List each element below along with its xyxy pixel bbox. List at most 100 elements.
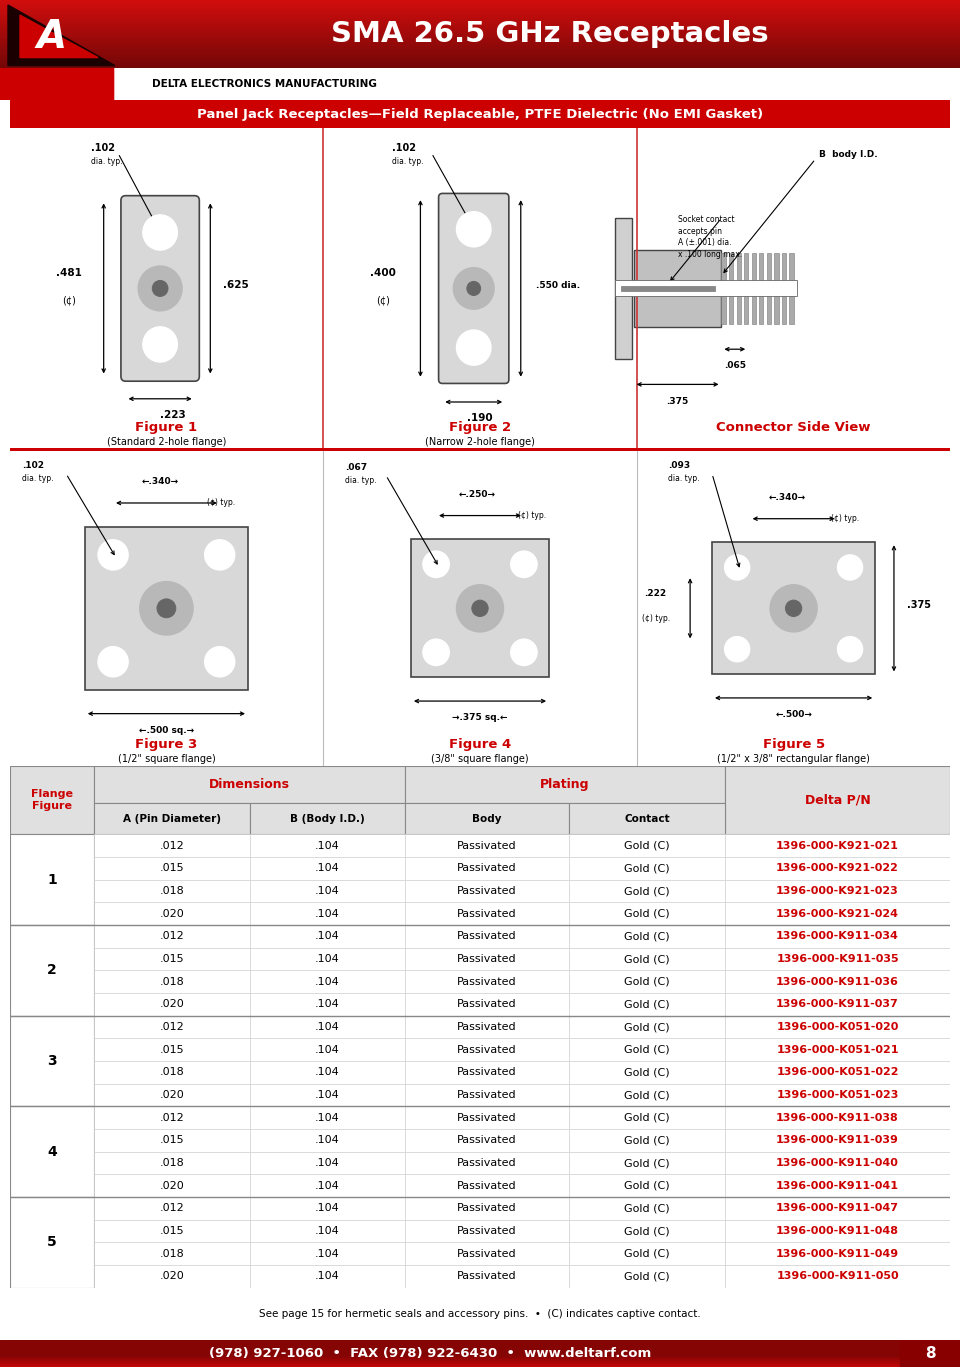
Text: Gold (C): Gold (C) xyxy=(624,1181,670,1191)
Text: .012: .012 xyxy=(159,1023,184,1032)
Text: 1396-000-K911-049: 1396-000-K911-049 xyxy=(776,1248,900,1259)
Text: 1396-000-K911-047: 1396-000-K911-047 xyxy=(776,1203,899,1214)
Bar xyxy=(569,902,725,925)
Text: .018: .018 xyxy=(159,886,184,897)
Text: Passivated: Passivated xyxy=(457,1089,516,1100)
Text: .104: .104 xyxy=(315,1158,340,1167)
Text: Gold (C): Gold (C) xyxy=(624,1044,670,1055)
Bar xyxy=(569,947,725,971)
Text: .104: .104 xyxy=(315,1226,340,1236)
Text: Passivated: Passivated xyxy=(457,1044,516,1055)
Text: .190: .190 xyxy=(468,413,492,424)
Bar xyxy=(94,947,250,971)
Text: Panel Jack Receptacles—Field Replaceable, PTFE Dielectric (No EMI Gasket): Panel Jack Receptacles—Field Replaceable… xyxy=(197,108,763,120)
Bar xyxy=(94,1106,250,1129)
Text: Passivated: Passivated xyxy=(457,931,516,942)
Text: .018: .018 xyxy=(159,1248,184,1259)
Text: Gold (C): Gold (C) xyxy=(624,931,670,942)
Bar xyxy=(250,947,405,971)
Text: (978) 927-1060  •  FAX (978) 922-6430  •  www.deltarf.com: (978) 927-1060 • FAX (978) 922-6430 • ww… xyxy=(209,1348,651,1360)
Text: Passivated: Passivated xyxy=(457,999,516,1009)
Text: 1: 1 xyxy=(47,872,57,887)
Text: Passivated: Passivated xyxy=(457,977,516,987)
Text: 2: 2 xyxy=(47,964,57,977)
Bar xyxy=(767,253,771,324)
Text: Dimensions: Dimensions xyxy=(209,778,290,791)
Bar xyxy=(94,766,405,804)
Bar xyxy=(250,1152,405,1174)
Text: .400: .400 xyxy=(370,268,396,278)
Bar xyxy=(405,766,725,804)
Circle shape xyxy=(770,585,817,632)
Bar xyxy=(569,1243,725,1264)
Text: 1396-000-K911-034: 1396-000-K911-034 xyxy=(776,931,899,942)
Circle shape xyxy=(204,647,235,677)
Text: (¢) typ.: (¢) typ. xyxy=(207,499,235,507)
Text: Gold (C): Gold (C) xyxy=(624,886,670,897)
Text: Gold (C): Gold (C) xyxy=(624,1089,670,1100)
Text: 1396-000-K911-035: 1396-000-K911-035 xyxy=(777,954,899,964)
Text: Gold (C): Gold (C) xyxy=(624,841,670,850)
Text: dia. typ.: dia. typ. xyxy=(22,474,54,483)
Text: .102: .102 xyxy=(22,462,44,470)
Bar xyxy=(781,253,786,324)
Text: (Narrow 2-hole flange): (Narrow 2-hole flange) xyxy=(425,437,535,447)
Bar xyxy=(725,971,950,992)
Circle shape xyxy=(511,551,537,577)
Text: .104: .104 xyxy=(315,864,340,874)
Text: .104: .104 xyxy=(315,1271,340,1281)
Bar xyxy=(405,925,569,947)
Text: Gold (C): Gold (C) xyxy=(624,977,670,987)
Bar xyxy=(569,880,725,902)
Text: .104: .104 xyxy=(315,1044,340,1055)
Bar xyxy=(569,1219,725,1243)
Bar xyxy=(405,804,569,834)
Text: .065: .065 xyxy=(725,361,747,370)
Text: Passivated: Passivated xyxy=(457,954,516,964)
Bar xyxy=(94,1039,250,1061)
Bar xyxy=(725,1264,950,1288)
Text: .104: .104 xyxy=(315,1068,340,1077)
Circle shape xyxy=(725,555,750,580)
Text: 1396-000-K921-024: 1396-000-K921-024 xyxy=(776,909,899,919)
Text: .104: .104 xyxy=(315,931,340,942)
Text: 3: 3 xyxy=(47,1054,57,1068)
Circle shape xyxy=(143,327,178,362)
Text: 8: 8 xyxy=(924,1346,935,1362)
Text: Figure 3: Figure 3 xyxy=(135,738,198,752)
Bar xyxy=(725,1197,950,1219)
Text: Gold (C): Gold (C) xyxy=(624,954,670,964)
Bar xyxy=(569,971,725,992)
Bar xyxy=(736,253,741,324)
Text: .015: .015 xyxy=(159,954,184,964)
Text: 1396-000-K911-040: 1396-000-K911-040 xyxy=(776,1158,899,1167)
Text: .015: .015 xyxy=(159,864,184,874)
Text: ←.340→: ←.340→ xyxy=(141,477,179,487)
Text: Flange
Figure: Flange Figure xyxy=(31,789,73,811)
Circle shape xyxy=(153,280,168,297)
Bar xyxy=(94,1061,250,1084)
Polygon shape xyxy=(20,15,98,57)
Text: .104: .104 xyxy=(315,886,340,897)
Text: .020: .020 xyxy=(159,1271,184,1281)
Text: .222: .222 xyxy=(644,589,666,597)
Circle shape xyxy=(157,599,176,618)
Text: (¢) typ.: (¢) typ. xyxy=(831,514,859,524)
Circle shape xyxy=(785,600,802,617)
Text: .018: .018 xyxy=(159,977,184,987)
Text: 1396-000-K921-023: 1396-000-K921-023 xyxy=(776,886,899,897)
Text: Passivated: Passivated xyxy=(457,1226,516,1236)
Circle shape xyxy=(837,637,863,662)
Bar xyxy=(0,67,115,100)
Text: .104: .104 xyxy=(315,954,340,964)
Text: ←.500→: ←.500→ xyxy=(775,709,812,719)
Text: Gold (C): Gold (C) xyxy=(624,999,670,1009)
Bar xyxy=(94,857,250,880)
Circle shape xyxy=(472,600,488,617)
Text: 1396-000-K911-037: 1396-000-K911-037 xyxy=(776,999,899,1009)
Text: .104: .104 xyxy=(315,1203,340,1214)
Text: .012: .012 xyxy=(159,1113,184,1122)
Text: Gold (C): Gold (C) xyxy=(624,1226,670,1236)
Bar xyxy=(94,992,250,1016)
Bar xyxy=(250,1174,405,1197)
